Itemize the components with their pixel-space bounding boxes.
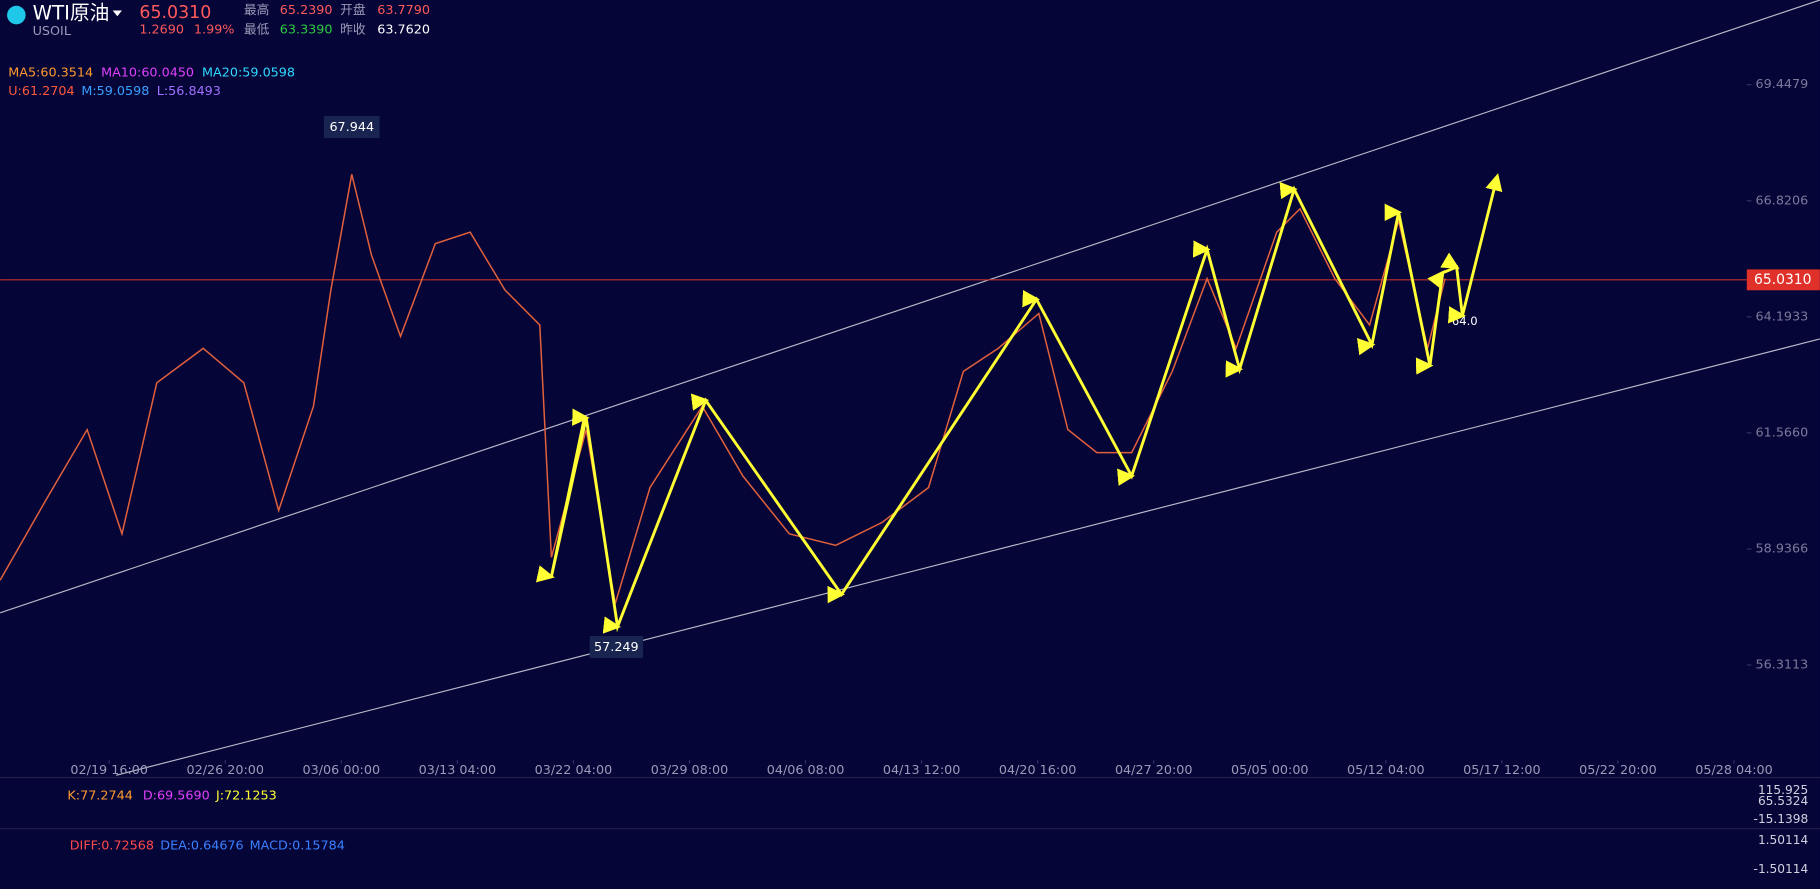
x-tick-label: 04/27 20:00 [1115, 763, 1193, 778]
y-tick-label: 66.8206 [1756, 193, 1809, 208]
change-pct: 1.99% [194, 23, 235, 38]
ma-label: MA5:60.3514 [8, 66, 93, 81]
macd-label: DIFF:0.72568 [70, 839, 154, 854]
stat-value: 63.3390 [280, 23, 333, 38]
annotation: 57.249 [594, 640, 639, 655]
y-tick-label: 64.1933 [1756, 309, 1809, 324]
stat-value: 63.7790 [377, 3, 430, 18]
y-tick-label: 56.3113 [1756, 658, 1809, 673]
macd-label: DEA:0.64676 [160, 839, 243, 854]
y-tick-label: 69.4479 [1756, 77, 1809, 92]
x-tick-label: 04/13 12:00 [883, 763, 961, 778]
symbol-name: WTI原油 [33, 1, 110, 24]
x-tick-label: 05/22 20:00 [1579, 763, 1657, 778]
boll-label: L:56.8493 [157, 84, 221, 99]
x-tick-label: 02/19 16:00 [70, 763, 148, 778]
x-tick-label: 03/29 08:00 [651, 763, 729, 778]
y-tick-label: -1.50114 [1754, 862, 1809, 876]
x-tick-label: 05/17 12:00 [1463, 763, 1541, 778]
x-tick-label: 05/05 00:00 [1231, 763, 1309, 778]
annotation-box [323, 116, 380, 139]
x-tick-label: 03/13 04:00 [419, 763, 497, 778]
x-tick-label: 03/06 00:00 [303, 763, 381, 778]
stat-label: 最低 [244, 23, 270, 38]
annotation: 64.0 [1452, 314, 1478, 328]
symbol-code: USOIL [33, 24, 72, 39]
x-tick-label: 04/06 08:00 [767, 763, 845, 778]
logo [7, 5, 26, 25]
kdj-label: K:77.2744 [67, 789, 132, 804]
y-tick-label: 1.50114 [1758, 833, 1809, 847]
boll-label: M:59.0598 [81, 84, 149, 99]
price-tag [1746, 269, 1820, 291]
boll-label: U:61.2704 [8, 84, 74, 99]
ma-label: MA10:60.0450 [101, 66, 194, 81]
price-tag-label: 65.0310 [1754, 272, 1812, 288]
kdj-label: J:72.1253 [215, 789, 277, 804]
ma-label: MA20:59.0598 [202, 66, 295, 81]
kdj-label: D:69.5690 [143, 789, 210, 804]
x-tick-label: 05/12 04:00 [1347, 763, 1425, 778]
y-tick-label: -15.1398 [1754, 812, 1809, 826]
wave-line [535, 173, 1503, 634]
macd-label: MACD:0.15784 [250, 839, 345, 854]
stat-label: 最高 [244, 2, 270, 18]
x-tick-label: 03/22 04:00 [535, 763, 613, 778]
stat-value: 63.7620 [377, 23, 430, 38]
y-tick-label: 115.925 [1758, 783, 1808, 797]
x-tick-label: 02/26 20:00 [186, 763, 264, 778]
y-tick-label: 58.9366 [1756, 542, 1809, 557]
x-tick-label: 05/28 04:00 [1695, 763, 1773, 778]
change: 1.2690 [139, 23, 184, 38]
y-tick-label: 65.5324 [1758, 794, 1809, 808]
stat-label: 开盘 [340, 2, 366, 18]
stat-label: 昨收 [340, 23, 366, 38]
annotation-box [589, 635, 644, 659]
annotation: 67.944 [329, 120, 374, 135]
price: 65.0310 [139, 3, 211, 23]
stat-value: 65.2390 [280, 3, 333, 18]
dropdown[interactable] [112, 10, 122, 17]
x-tick-label: 04/20 16:00 [999, 763, 1077, 778]
y-tick-label: 61.5660 [1756, 425, 1809, 440]
